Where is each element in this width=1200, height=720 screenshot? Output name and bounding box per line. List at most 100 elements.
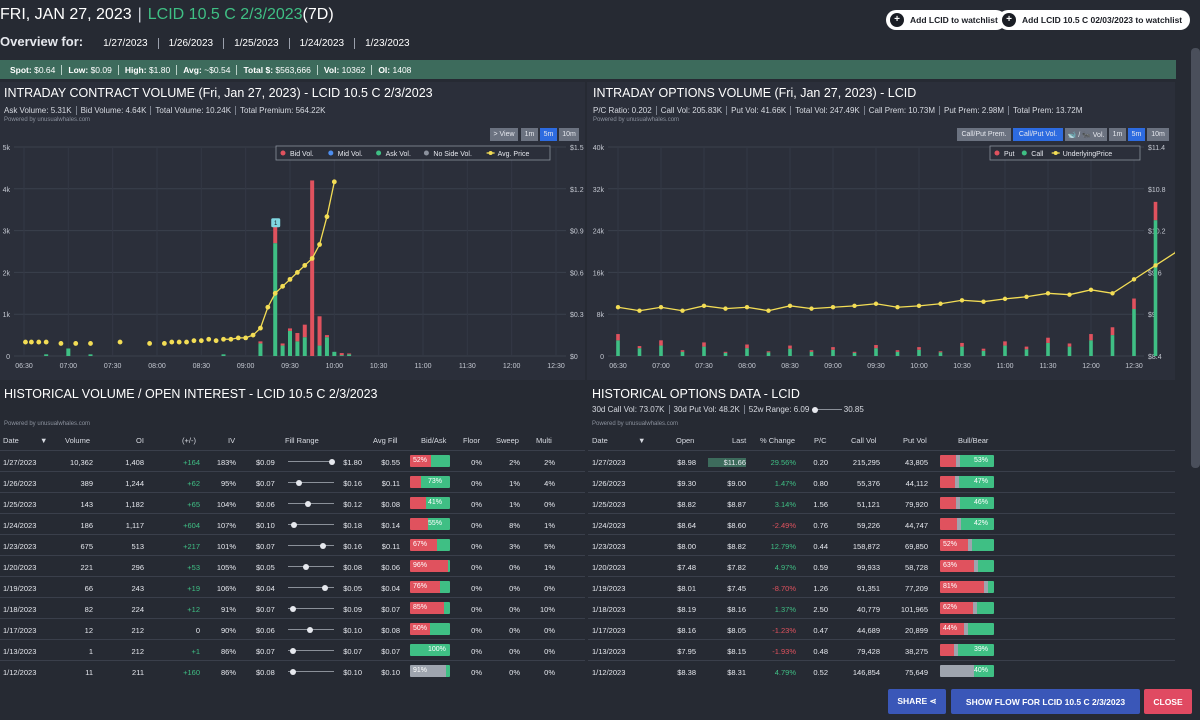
- column-header[interactable]: Open: [676, 436, 695, 445]
- view-toggle-button[interactable]: > View: [490, 128, 518, 141]
- table-row[interactable]: 1/27/2023 $8.98 $11.66 29.56% 0.20 215,295 43,…: [588, 450, 1175, 471]
- x-tick-label: 07:30: [695, 363, 713, 370]
- share-button[interactable]: SHARE ⋖: [888, 689, 946, 714]
- column-header[interactable]: OI: [136, 436, 144, 445]
- contract-volume-chart: 0 1k 2k 3k 4k 5k $0 $0.3 $0.6 $0.9 $1.2 $1.5 06:30 07…: [3, 145, 584, 370]
- floor-cell: 0%: [471, 647, 482, 656]
- add-contract-watchlist-button[interactable]: + Add LCID 10.5 C 02/03/2023 to watchlist: [998, 10, 1191, 30]
- table-row[interactable]: 1/12/2023 11 211 +160 86% $0.08 $0.10 $0.10 91% 0…: [0, 660, 585, 681]
- table-row[interactable]: 1/24/2023 $8.64 $8.60 -2.49% 0.76 59,226 44,74…: [588, 513, 1175, 534]
- whale-ant-vol-button[interactable]: 🐋 / 🐜 Vol.: [1065, 128, 1107, 141]
- avg-price-point: [58, 341, 64, 346]
- avg-price-point: [228, 336, 234, 342]
- x-tick-label: 06:30: [609, 363, 627, 370]
- table-row[interactable]: 1/27/2023 10,362 1,408 +164 183% $0.09 $1.80 $0…: [0, 450, 585, 471]
- interval-1m-button[interactable]: 1m: [521, 128, 538, 141]
- show-flow-button[interactable]: SHOW FLOW FOR LCID 10.5 C 2/3/2023: [951, 689, 1140, 714]
- table-row[interactable]: 1/25/2023 143 1,182 +65 104% $0.06 $0.12 $0.08 4…: [0, 492, 585, 513]
- table-row[interactable]: 1/18/2023 82 224 +12 91% $0.07 $0.09 $0.07 85% 0%…: [0, 597, 585, 618]
- call-vol-cell: 215,295: [852, 458, 880, 467]
- sort-desc-icon[interactable]: ▼: [40, 436, 48, 445]
- table-row[interactable]: 1/17/2023 12 212 0 90% $0.06 $0.10 $0.08 50% 0% 0%…: [0, 618, 585, 639]
- table-row[interactable]: 1/12/2023 $8.38 $8.31 4.79% 0.52 146,854 75,64…: [588, 660, 1175, 681]
- put-volume-bar: [1003, 341, 1007, 346]
- interval-5m-button[interactable]: 5m: [540, 128, 557, 141]
- interval-10m-button[interactable]: 10m: [559, 128, 579, 141]
- column-header[interactable]: Date: [592, 436, 608, 445]
- column-header[interactable]: Last: [732, 436, 747, 445]
- put-volume-bar: [1046, 337, 1050, 343]
- column-header[interactable]: Date: [3, 436, 19, 445]
- x-tick-label: 10:00: [910, 363, 928, 370]
- table-row[interactable]: 1/20/2023 $7.48 $7.82 4.97% 0.59 99,933 58,728…: [588, 555, 1175, 576]
- column-header[interactable]: IV: [228, 436, 236, 445]
- bull-bear-bar: 52%: [940, 539, 994, 551]
- column-header[interactable]: Call Vol: [851, 436, 877, 445]
- table-row[interactable]: 1/13/2023 $7.95 $8.15 -1.93% 0.48 79,428 38,27…: [588, 639, 1175, 660]
- table-row[interactable]: 1/18/2023 $8.19 $8.16 1.37% 2.50 40,779 101,96…: [588, 597, 1175, 618]
- table-row[interactable]: 1/25/2023 $8.82 $8.87 3.14% 1.56 51,121 79,920…: [588, 492, 1175, 513]
- column-header[interactable]: Multi: [536, 436, 552, 445]
- table-row[interactable]: 1/24/2023 186 1,117 +604 107% $0.10 $0.18 $0.14…: [0, 513, 585, 534]
- add-ticker-watchlist-button[interactable]: + Add LCID to watchlist: [886, 10, 1006, 30]
- y-tick-label: 32k: [593, 187, 605, 194]
- table-row[interactable]: 1/26/2023 389 1,244 +62 95% $0.07 $0.16 $0.11 73…: [0, 471, 585, 492]
- table-row[interactable]: 1/26/2023 $9.30 $9.00 1.47% 0.80 55,376 44,112…: [588, 471, 1175, 492]
- oi-change-cell: 0: [195, 626, 200, 635]
- fill-low-cell: $0.10: [256, 521, 275, 530]
- table-row[interactable]: 1/13/2023 1 212 +1 86% $0.07 $0.07 $0.07 100% 0% 0…: [0, 639, 585, 660]
- column-header[interactable]: P/C: [814, 436, 827, 445]
- bar-neutral-segment: [956, 497, 961, 509]
- column-header[interactable]: (+/-): [182, 436, 196, 445]
- call-volume-bar: [1132, 308, 1136, 356]
- column-header[interactable]: % Change: [760, 436, 796, 445]
- plus-icon: +: [890, 13, 904, 27]
- overview-date-link[interactable]: 1/26/2023: [158, 38, 225, 49]
- open-cell: $8.64: [677, 521, 696, 530]
- column-header[interactable]: Fill Range: [285, 436, 319, 445]
- table-row[interactable]: 1/20/2023 221 296 +53 105% $0.05 $0.08 $0.06 96%…: [0, 555, 585, 576]
- table-row[interactable]: 1/19/2023 $8.01 $7.45 -8.70% 1.26 61,351 77,20…: [588, 576, 1175, 597]
- put-volume-bar: [637, 346, 642, 349]
- interval-5m-button[interactable]: 5m: [1128, 128, 1145, 141]
- bid-volume-bar: [273, 222, 278, 244]
- overview-date-link[interactable]: 1/27/2023: [93, 38, 159, 49]
- x-tick-label: 09:00: [237, 363, 255, 370]
- bull-bear-label: 62%: [943, 604, 958, 611]
- call-put-vol-button[interactable]: Call/Put Vol.: [1013, 128, 1063, 141]
- column-header[interactable]: Floor: [463, 436, 481, 445]
- legend-swatch: [1053, 151, 1058, 155]
- call-volume-bar: [1003, 345, 1007, 356]
- table-row[interactable]: 1/23/2023 $8.00 $8.82 12.79% 0.44 158,872 69,8…: [588, 534, 1175, 555]
- bar-red-segment: [410, 455, 431, 467]
- interval-1m-button[interactable]: 1m: [1109, 128, 1126, 141]
- close-button[interactable]: CLOSE: [1144, 689, 1192, 714]
- sort-desc-icon[interactable]: ▼: [638, 436, 646, 445]
- pc-cell: 1.26: [813, 584, 828, 593]
- table-row[interactable]: 1/17/2023 $8.16 $8.05 -1.23% 0.47 44,689 20,89…: [588, 618, 1175, 639]
- overview-date-link[interactable]: 1/23/2023: [365, 38, 410, 49]
- oi-change-cell: +160: [183, 668, 200, 677]
- scrollbar[interactable]: [1191, 48, 1200, 468]
- table-row[interactable]: 1/19/2023 66 243 +19 106% $0.04 $0.05 $0.04 76% 0…: [0, 576, 585, 597]
- powered-by: Powered by unusualwhales.com: [592, 421, 679, 427]
- put-volume-bar: [659, 340, 663, 346]
- column-header[interactable]: Avg Fill: [373, 436, 398, 445]
- fill-range-knob: [328, 458, 335, 465]
- pc-cell: 0.48: [813, 647, 828, 656]
- column-header[interactable]: Put Vol: [903, 436, 927, 445]
- overview-date-link[interactable]: 1/24/2023: [289, 38, 356, 49]
- avg-price-point: [206, 336, 212, 342]
- overview-date-link[interactable]: 1/25/2023: [224, 38, 290, 49]
- column-header[interactable]: Bid/Ask: [421, 436, 447, 445]
- interval-10m-button[interactable]: 10m: [1147, 128, 1169, 141]
- x-tick-label: 07:30: [104, 363, 122, 370]
- call-put-prem-button[interactable]: Call/Put Prem.: [957, 128, 1011, 141]
- column-header[interactable]: Bull/Bear: [958, 436, 989, 445]
- sentiment-bar: 100%: [410, 644, 450, 656]
- column-header[interactable]: Sweep: [496, 436, 519, 445]
- summary-item: Call Prem: 10.73M: [864, 106, 940, 115]
- table-row[interactable]: 1/23/2023 675 513 +217 101% $0.07 $0.16 $0.11 67…: [0, 534, 585, 555]
- column-header[interactable]: Volume: [65, 436, 91, 445]
- pc-cell: 0.76: [813, 521, 828, 530]
